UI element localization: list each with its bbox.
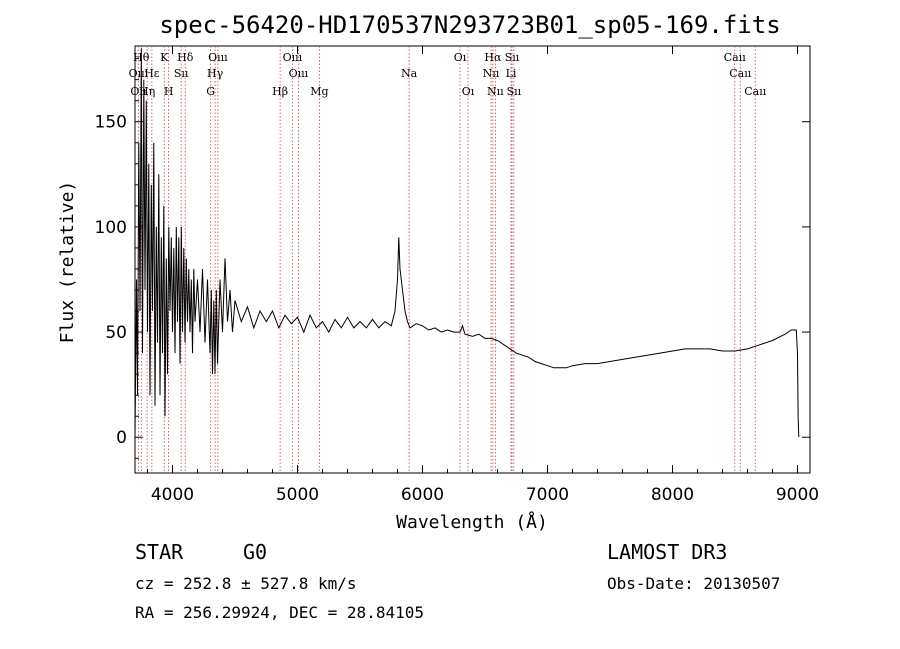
line-marker-label: Hδ bbox=[177, 51, 194, 64]
line-marker-label: Hη bbox=[139, 85, 155, 98]
y-axis-ticks: 0 50 100 150 bbox=[95, 58, 810, 459]
line-marker-label: Oıı bbox=[130, 85, 147, 98]
y-tick-label: 100 bbox=[95, 218, 127, 238]
line-marker-label: Oı bbox=[454, 51, 467, 64]
line-marker-label: Oııı bbox=[208, 51, 228, 64]
object-class: STAR bbox=[135, 540, 184, 564]
x-tick-label: 4000 bbox=[151, 485, 194, 505]
coordinates-text: RA = 256.29924, DEC = 28.84105 bbox=[135, 603, 424, 622]
line-marker-label: G bbox=[206, 85, 215, 98]
line-marker-label: Caıı bbox=[729, 67, 751, 80]
obs-date: Obs-Date: 20130507 bbox=[607, 574, 780, 593]
x-tick-label: 7000 bbox=[526, 485, 569, 505]
line-marker-label: Hα bbox=[484, 51, 502, 64]
line-marker-label: Oı bbox=[462, 85, 475, 98]
x-tick-label: 9000 bbox=[776, 485, 819, 505]
y-tick-label: 150 bbox=[95, 113, 127, 133]
emission-line-markers bbox=[137, 46, 756, 473]
line-marker-label: Oııı bbox=[289, 67, 309, 80]
x-tick-label: 8000 bbox=[651, 485, 694, 505]
line-marker-label: Li bbox=[506, 67, 517, 80]
x-tick-label: 6000 bbox=[401, 485, 444, 505]
x-tick-label: 5000 bbox=[276, 485, 319, 505]
spectrum-line bbox=[134, 48, 800, 438]
line-marker-label: Oııı bbox=[129, 67, 149, 80]
y-tick-label: 0 bbox=[116, 428, 127, 448]
line-marker-label: K bbox=[160, 51, 169, 64]
redshift-text: cz = 252.8 ± 527.8 km/s bbox=[135, 574, 357, 593]
x-axis-ticks: 4000 5000 6000 7000 8000 9000 bbox=[147, 46, 819, 505]
line-marker-label: Hγ bbox=[207, 67, 224, 80]
line-marker-label: Sıı bbox=[505, 51, 520, 64]
line-marker-label: Hβ bbox=[272, 85, 288, 98]
x-axis-label: Wavelength (Å) bbox=[396, 511, 548, 533]
line-marker-label: Sıı bbox=[507, 85, 522, 98]
y-axis-label: Flux (relative) bbox=[57, 181, 78, 344]
line-marker-label: Sıı bbox=[174, 67, 189, 80]
line-marker-label: Caıı bbox=[744, 85, 766, 98]
y-tick-label: 50 bbox=[105, 323, 127, 343]
line-marker-label: Nıı bbox=[487, 85, 504, 98]
line-marker-label: Oııı bbox=[283, 51, 303, 64]
chart-title: spec-56420-HD170537N293723B01_sp05-169.f… bbox=[159, 11, 780, 39]
plot-frame bbox=[134, 45, 811, 474]
line-marker-label: Caıı bbox=[724, 51, 746, 64]
line-marker-label: Nıı bbox=[483, 67, 500, 80]
object-subclass: G0 bbox=[243, 540, 267, 564]
line-marker-label: Hε bbox=[144, 67, 160, 80]
line-marker-label: Mg bbox=[310, 85, 328, 98]
line-marker-label: Na bbox=[401, 67, 418, 80]
line-marker-label: H bbox=[164, 85, 174, 98]
survey-name: LAMOST DR3 bbox=[607, 540, 727, 564]
